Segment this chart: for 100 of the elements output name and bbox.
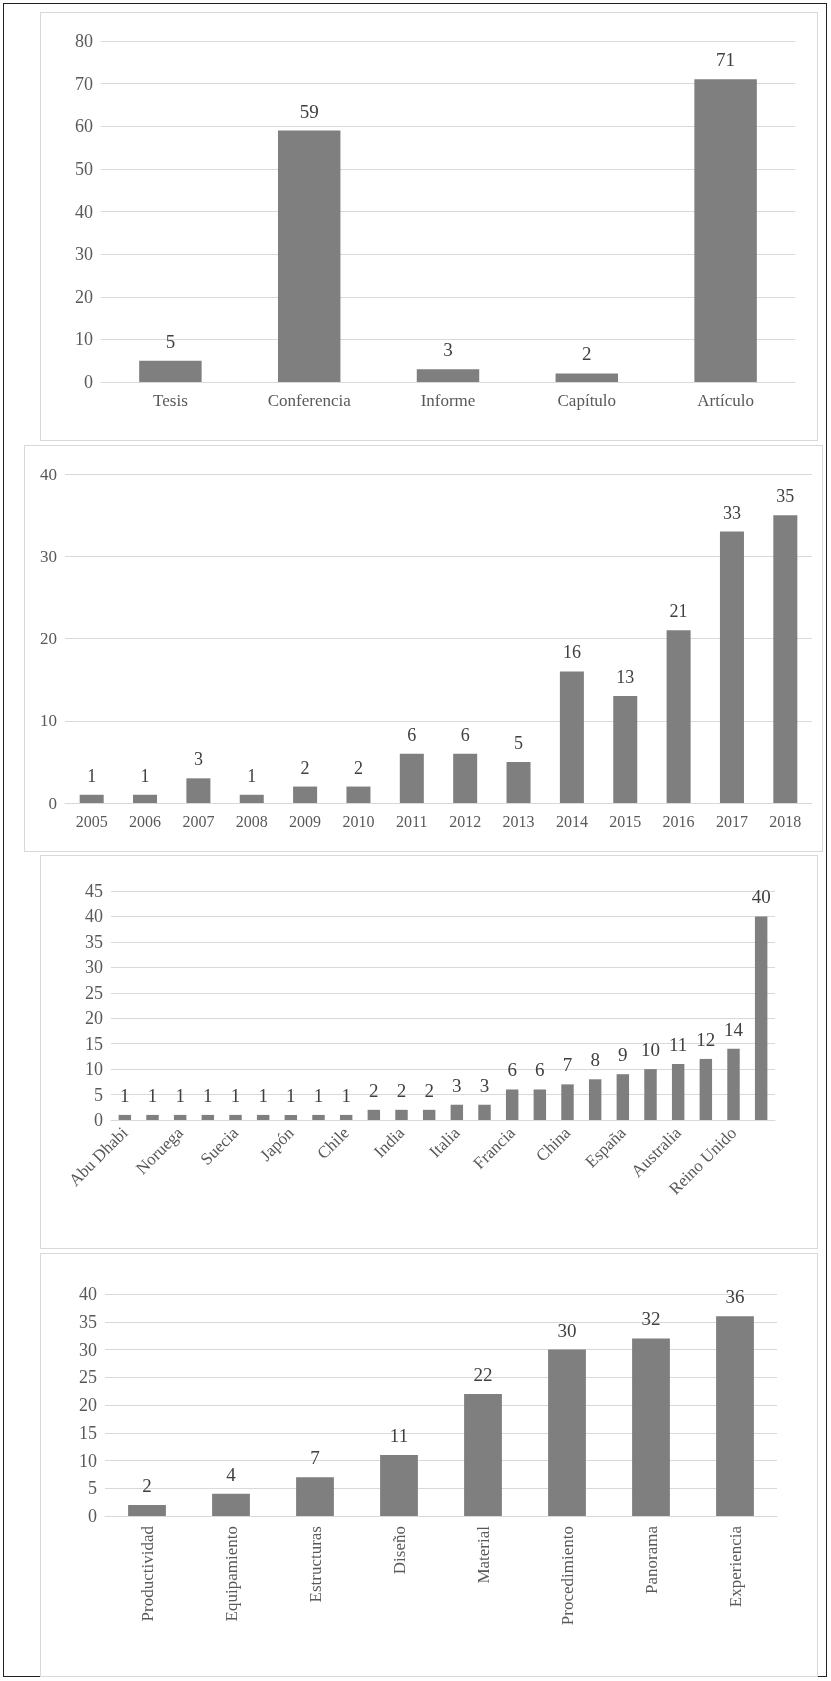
bar xyxy=(79,794,104,803)
bar xyxy=(346,786,371,803)
bar xyxy=(422,1109,436,1120)
y-tick-label: 80 xyxy=(75,31,93,51)
bar xyxy=(505,1089,519,1120)
x-tick-label: Material xyxy=(473,1525,493,1584)
bar xyxy=(453,753,478,803)
data-label: 6 xyxy=(460,724,470,745)
bar xyxy=(588,1079,602,1120)
data-label: 12 xyxy=(696,1028,716,1050)
data-label: 4 xyxy=(226,1463,237,1485)
y-tick-label: 15 xyxy=(79,1422,97,1443)
y-tick-label: 5 xyxy=(94,1084,103,1105)
bar xyxy=(644,1069,657,1120)
bar xyxy=(312,1114,325,1120)
data-label: 1 xyxy=(258,1084,268,1106)
data-label: 35 xyxy=(776,486,795,507)
bar xyxy=(399,753,424,803)
data-label: 14 xyxy=(724,1018,744,1040)
bar xyxy=(367,1109,381,1120)
x-tick-label: 2009 xyxy=(289,812,322,830)
x-tick-label: Experiencia xyxy=(725,1525,745,1608)
y-tick-label: 20 xyxy=(79,1395,97,1415)
bar xyxy=(561,1084,574,1120)
data-label: 1 xyxy=(203,1084,213,1106)
y-tick-label: 20 xyxy=(40,629,57,648)
data-label: 2 xyxy=(582,343,592,365)
x-tick-label: Panorama xyxy=(641,1525,661,1594)
x-tick-label: 2010 xyxy=(342,812,375,830)
y-tick-label: 70 xyxy=(75,73,93,94)
bar xyxy=(284,1114,298,1120)
data-label: 5 xyxy=(165,330,176,352)
x-tick-label: 2015 xyxy=(609,812,642,830)
data-label: 1 xyxy=(247,765,257,786)
data-label: 3 xyxy=(443,339,453,361)
x-tick-label: 2008 xyxy=(235,812,268,830)
bar xyxy=(201,1114,215,1120)
y-tick-label: 20 xyxy=(85,1008,103,1029)
data-label: 3 xyxy=(193,749,203,770)
bar xyxy=(533,1089,547,1120)
y-tick-label: 15 xyxy=(85,1033,103,1054)
bar xyxy=(256,1114,270,1120)
bar xyxy=(613,696,638,803)
data-label: 11 xyxy=(669,1034,688,1056)
bar xyxy=(395,1109,408,1120)
y-tick-label: 10 xyxy=(79,1450,97,1471)
y-tick-label: 25 xyxy=(85,982,103,1003)
y-tick-label: 30 xyxy=(75,244,93,265)
y-tick-label: 0 xyxy=(48,793,57,813)
data-label: 6 xyxy=(507,1059,517,1081)
data-label: 6 xyxy=(535,1059,545,1081)
x-tick-label: 2018 xyxy=(769,812,802,830)
data-label: 33 xyxy=(722,502,741,523)
data-label: 6 xyxy=(407,724,417,745)
bar xyxy=(727,1048,740,1120)
x-tick-label: 2017 xyxy=(715,812,748,830)
bar xyxy=(229,1114,242,1120)
data-label: 1 xyxy=(230,1084,241,1106)
bar xyxy=(118,1114,132,1120)
data-label: 11 xyxy=(389,1424,409,1446)
x-tick-label: Italia xyxy=(425,1122,464,1162)
y-tick-label: 10 xyxy=(85,1059,103,1080)
y-tick-label: 30 xyxy=(40,546,57,566)
data-label: 36 xyxy=(725,1286,745,1308)
data-label: 7 xyxy=(310,1447,320,1469)
bar xyxy=(694,79,757,382)
y-tick-label: 0 xyxy=(94,1110,103,1130)
x-tick-label: 2011 xyxy=(396,812,428,830)
data-label: 59 xyxy=(299,100,319,122)
x-tick-label: 2007 xyxy=(182,812,215,830)
x-tick-label: 2012 xyxy=(449,812,482,830)
bar xyxy=(616,1074,630,1120)
x-tick-label: 2016 xyxy=(662,812,695,830)
x-tick-label: Diseño xyxy=(389,1526,409,1575)
bar xyxy=(416,369,480,382)
bar xyxy=(293,786,318,803)
x-tick-label: Informe xyxy=(420,391,476,410)
y-tick-label: 10 xyxy=(40,711,57,731)
data-label: 5 xyxy=(514,732,524,753)
data-label: 2 xyxy=(424,1079,434,1101)
x-tick-label: Capítulo xyxy=(557,391,617,410)
y-tick-label: 50 xyxy=(75,158,93,179)
y-tick-label: 40 xyxy=(40,464,57,484)
bar xyxy=(380,1454,418,1516)
data-label: 1 xyxy=(286,1084,296,1106)
data-label: 21 xyxy=(669,601,688,622)
y-tick-label: 45 xyxy=(85,881,103,901)
data-label: 1 xyxy=(313,1084,324,1106)
bar xyxy=(450,1104,464,1120)
bar xyxy=(699,1058,713,1120)
data-label: 1 xyxy=(147,1084,158,1106)
x-tick-label: 2005 xyxy=(75,812,108,830)
x-tick-label: Estructuras xyxy=(305,1526,325,1603)
x-tick-label: 2014 xyxy=(555,812,588,830)
data-label: 2 xyxy=(369,1079,379,1101)
bar xyxy=(773,515,798,803)
data-label: 9 xyxy=(618,1044,628,1066)
bar xyxy=(239,794,264,803)
data-label: 13 xyxy=(616,667,635,688)
data-label: 22 xyxy=(473,1363,493,1385)
